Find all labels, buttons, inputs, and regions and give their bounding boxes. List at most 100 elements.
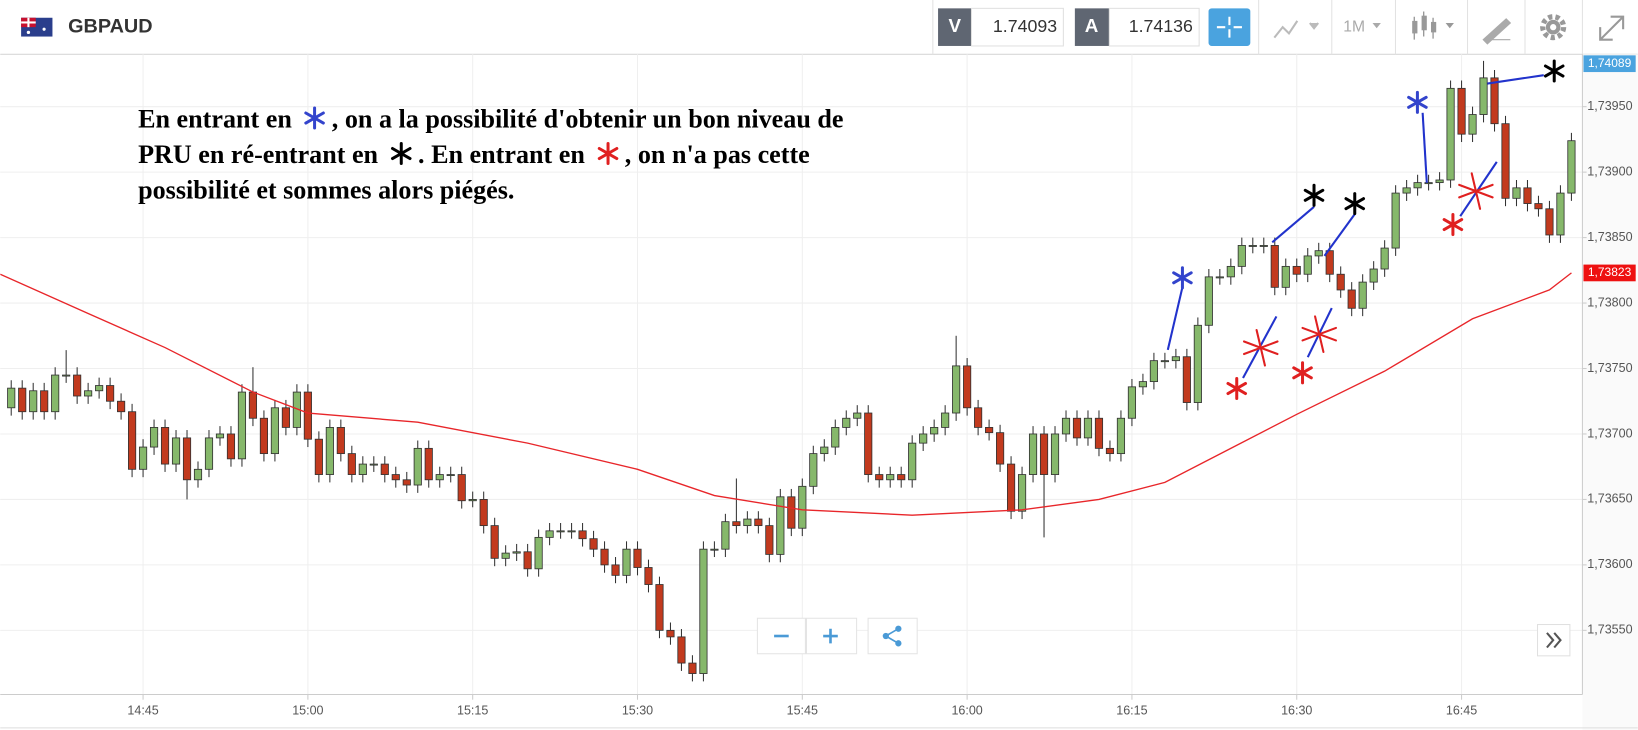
candle-body xyxy=(677,636,686,664)
candle-body xyxy=(875,474,884,481)
toolbar xyxy=(0,0,1638,55)
candle-body xyxy=(95,385,104,392)
candle-body xyxy=(567,530,576,533)
candle-body xyxy=(1424,182,1433,185)
share[interactable] xyxy=(867,617,918,655)
share-icon[interactable] xyxy=(882,625,902,647)
candle-body xyxy=(171,437,181,465)
candle-body xyxy=(182,437,192,481)
candle-body xyxy=(1479,77,1488,115)
candle-body xyxy=(1457,87,1466,135)
candle-body xyxy=(237,391,247,460)
candle-body xyxy=(589,538,598,550)
candle-body xyxy=(1248,245,1257,247)
candle-body xyxy=(776,496,785,555)
candle-body xyxy=(754,518,763,527)
candle-body xyxy=(1215,276,1224,279)
candle-body xyxy=(1369,268,1378,283)
candle-body xyxy=(919,433,928,444)
candle-body xyxy=(380,463,389,475)
draw-button[interactable] xyxy=(1482,18,1512,45)
candle-body xyxy=(1523,187,1532,204)
y-tick-label: 1,73600 xyxy=(1587,557,1632,571)
candle-body xyxy=(1182,356,1191,403)
candle-body xyxy=(963,365,972,409)
candle-body xyxy=(1039,433,1049,475)
candles-button[interactable] xyxy=(1412,11,1454,40)
candle-body xyxy=(1490,77,1499,125)
annotation-segment: PRU en ré-entrant en xyxy=(138,140,385,170)
candle-body xyxy=(347,453,356,475)
candle-body xyxy=(556,530,565,533)
candle-body xyxy=(1204,276,1213,326)
candle-body xyxy=(314,438,323,475)
flag xyxy=(21,17,53,37)
candle-body xyxy=(149,427,159,448)
candle-body xyxy=(644,567,653,585)
candle-body xyxy=(952,365,961,414)
y-axis-panel xyxy=(1582,54,1638,730)
annotation-star xyxy=(391,141,412,166)
candle-body xyxy=(1347,289,1356,309)
candle-body xyxy=(1501,123,1510,199)
candle-body xyxy=(1083,417,1093,439)
candle-body xyxy=(84,390,93,397)
candle-body xyxy=(446,474,455,477)
bid-button[interactable] xyxy=(938,8,972,46)
candle-body xyxy=(204,437,214,470)
candle-body xyxy=(941,412,950,428)
y-tick-label: 1,73900 xyxy=(1587,164,1632,178)
candle-body xyxy=(1435,179,1444,184)
crosshair-button[interactable] xyxy=(1208,8,1251,46)
ask-label[interactable]: A xyxy=(1085,15,1099,36)
candle-body xyxy=(1303,255,1312,275)
candle-body xyxy=(1193,324,1202,403)
candle-body xyxy=(1292,265,1301,275)
timeframe-caret[interactable] xyxy=(1372,22,1381,29)
zoom-in-icon[interactable] xyxy=(823,628,838,644)
candle-body xyxy=(424,447,433,481)
candle-body xyxy=(1512,187,1521,199)
candle-body xyxy=(248,391,258,419)
candle-body xyxy=(1028,433,1038,475)
ask-button[interactable] xyxy=(1074,8,1110,46)
candle-body xyxy=(1402,187,1411,194)
candle-body xyxy=(798,485,807,529)
candle-body xyxy=(1259,245,1268,247)
candle-body xyxy=(611,564,620,576)
candle-body xyxy=(325,427,334,475)
candle-body xyxy=(1545,208,1554,236)
candle-body xyxy=(1325,250,1334,275)
candle-body xyxy=(1358,281,1367,309)
candle-body xyxy=(710,548,719,551)
candle-body xyxy=(51,374,60,413)
candle-body xyxy=(413,447,422,486)
candle-body xyxy=(512,551,521,554)
candle-body xyxy=(820,446,829,455)
x-tick-label: 15:30 xyxy=(622,704,653,718)
x-tick-label: 15:15 xyxy=(457,704,488,718)
y-tick-label: 1,73550 xyxy=(1587,623,1632,637)
annotation-segment: , on a la possibilité d'obtenir un bon n… xyxy=(331,105,844,134)
y-tick-label: 1,73850 xyxy=(1587,230,1632,244)
settings-button[interactable] xyxy=(1540,14,1567,41)
candle-body xyxy=(369,463,378,466)
chart-type-button[interactable] xyxy=(1273,20,1320,39)
candle-body xyxy=(138,446,148,470)
candle-body xyxy=(1468,114,1477,135)
bid-label[interactable]: V xyxy=(948,15,961,36)
timeframe[interactable]: 1M xyxy=(1343,18,1365,35)
candle-body xyxy=(1314,250,1323,257)
x-tick-label: 16:45 xyxy=(1446,704,1477,718)
scroll-end-icon[interactable] xyxy=(1546,632,1562,649)
candle-body xyxy=(1446,87,1455,181)
candle-body xyxy=(886,474,895,481)
candle-body xyxy=(402,479,411,486)
candle-body xyxy=(501,552,510,559)
fullscreen-button[interactable] xyxy=(1599,15,1625,41)
candle-body xyxy=(40,390,49,413)
annotation-star xyxy=(597,141,619,166)
price-tag-label: 1,74089 xyxy=(1588,56,1632,70)
candle-body xyxy=(688,662,697,674)
candle-body xyxy=(1050,433,1060,475)
